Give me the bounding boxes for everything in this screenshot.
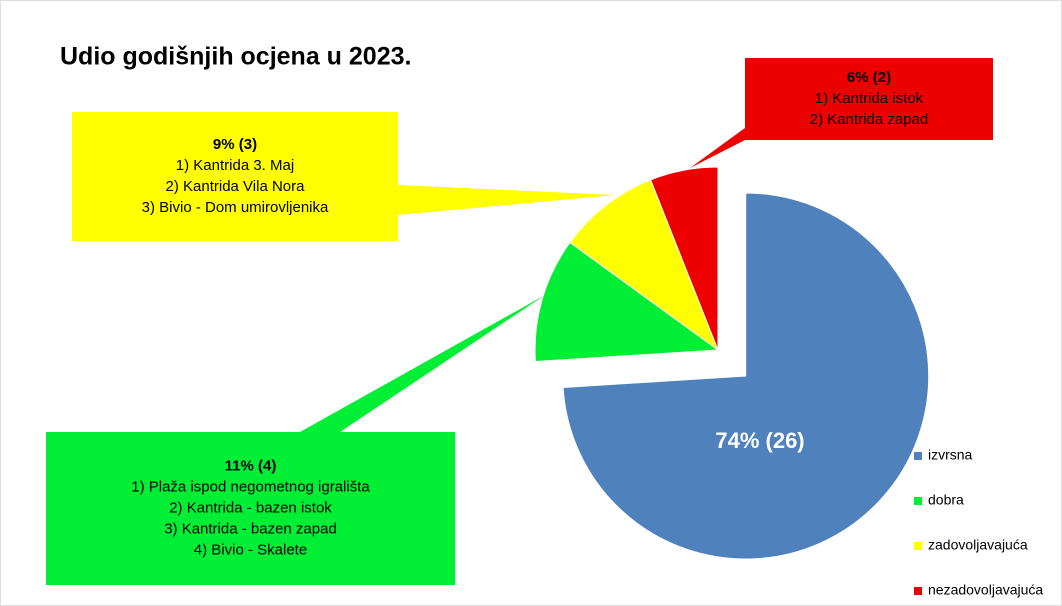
pie-slice: [649, 166, 719, 351]
pie-slice: [534, 241, 720, 363]
callout-box: [46, 432, 455, 585]
callout-box: [72, 112, 398, 241]
callout-line: 1) Plaža ispod negometnog igrališta: [131, 478, 370, 495]
legend-swatch: [914, 542, 922, 550]
pie-slice: [569, 179, 720, 352]
legend-label: nezadovoljavajuća: [928, 582, 1043, 598]
legend-label: izvrsna: [928, 447, 973, 463]
callout-box: [745, 58, 993, 140]
callout-title: 6% (2): [847, 69, 891, 86]
callout-line: 3) Bivio - Dom umirovljenika: [142, 199, 329, 216]
callout-line: 3) Kantrida - bazen zapad: [164, 520, 337, 537]
pie-slice: [562, 192, 930, 560]
callout-line: 1) Kantrida istok: [815, 90, 924, 107]
callout-title: 11% (4): [225, 457, 277, 474]
legend-label: dobra: [928, 492, 964, 508]
chart-title: Udio godišnjih ocjena u 2023.: [60, 43, 411, 71]
callout-line: 2) Kantrida - bazen istok: [169, 499, 332, 516]
callout-title: 9% (3): [213, 136, 257, 153]
legend-swatch: [914, 497, 922, 505]
callout-leader: [398, 185, 615, 215]
legend-swatch: [914, 452, 922, 460]
slice-label: 74% (26): [715, 428, 804, 453]
callout-line: 2) Kantrida zapad: [810, 111, 928, 128]
callout-line: 2) Kantrida Vila Nora: [166, 178, 306, 195]
legend-swatch: [914, 587, 922, 595]
callout-line: 1) Kantrida 3. Maj: [176, 157, 294, 174]
callout-leader: [300, 295, 545, 432]
callout-leader: [690, 128, 745, 168]
legend-label: zadovoljavajuća: [928, 537, 1028, 553]
callout-line: 4) Bivio - Skalete: [194, 541, 307, 558]
